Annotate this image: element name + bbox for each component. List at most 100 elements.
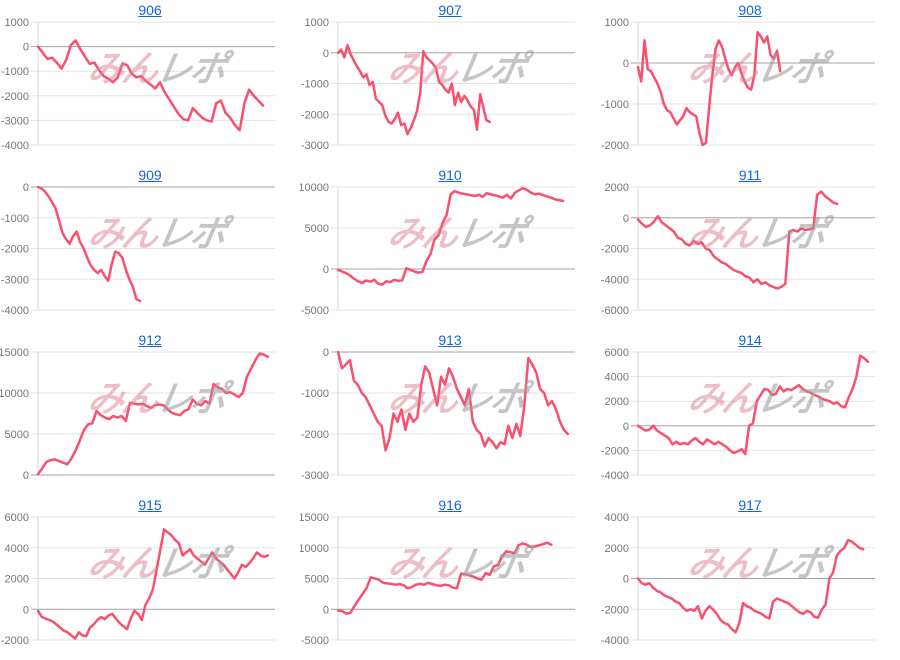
y-tick-label: -4000 (601, 470, 629, 482)
y-tick-label: 0 (323, 48, 329, 60)
chart-title-link[interactable]: 914 (738, 332, 762, 348)
chart-title-link[interactable]: 916 (438, 497, 462, 513)
y-tick-label: 6000 (605, 348, 629, 359)
y-tick-label: 1000 (305, 18, 329, 29)
y-tick-label: -2000 (1, 635, 29, 647)
y-tick-label: 0 (623, 574, 629, 586)
y-tick-label: -1000 (1, 66, 29, 78)
y-tick-label: 15000 (300, 513, 329, 524)
y-tick-label: 0 (23, 470, 29, 482)
plot-area: 0 -1000 -2000 -3000 みんレポ (300, 348, 600, 495)
series-line (36, 39, 265, 132)
chart-title: 911 (600, 165, 900, 183)
chart-cell: 907 1000 0 -1000 -2000 -3000 みんレポ (300, 0, 600, 165)
chart-cell: 913 0 -1000 -2000 -3000 みんレポ (300, 330, 600, 495)
plot-area: 15000 10000 5000 0 みんレポ (0, 348, 300, 495)
chart-title: 909 (0, 165, 300, 183)
y-tick-label: -2000 (1, 91, 29, 103)
chart-title: 917 (600, 495, 900, 513)
chart-title: 910 (300, 165, 600, 183)
y-tick-label: 0 (23, 183, 29, 194)
chart-title: 912 (0, 330, 300, 348)
chart-cell: 916 15000 10000 5000 0 -5000 みんレポ (300, 495, 600, 660)
chart-cell: 906 1000 0 -1000 -2000 -3000 -4000 みんレポ (0, 0, 300, 165)
chart-cell: 909 0 -1000 -2000 -3000 -4000 みんレポ (0, 165, 300, 330)
chart-cell: 908 1000 0 -1000 -2000 みんレポ (600, 0, 900, 165)
chart-title: 915 (0, 495, 300, 513)
sparkline-chart: 0 -1000 -2000 -3000 (301, 348, 575, 482)
y-tick-label: 4000 (5, 543, 29, 555)
y-tick-label: 5000 (5, 429, 29, 441)
chart-title-link[interactable]: 906 (138, 2, 162, 18)
plot-area: 1000 0 -1000 -2000 -3000 -4000 みんレポ (0, 18, 300, 165)
series-line (36, 352, 270, 476)
chart-cell: 912 15000 10000 5000 0 みんレポ (0, 330, 300, 495)
y-tick-label: -5000 (301, 305, 329, 317)
y-tick-label: -2000 (601, 604, 629, 616)
plot-area: 6000 4000 2000 0 -2000 -4000 みんレポ (600, 348, 900, 495)
y-tick-label: 2000 (5, 574, 29, 586)
series-line (636, 31, 782, 147)
y-tick-label: -1000 (301, 388, 329, 400)
y-tick-label: -6000 (601, 305, 629, 317)
chart-title-link[interactable]: 915 (138, 497, 162, 513)
sparkline-chart: 0 -1000 -2000 -3000 -4000 (1, 183, 275, 317)
series-line (636, 538, 865, 634)
plot-area: 6000 4000 2000 0 -2000 みんレポ (0, 513, 300, 660)
y-tick-label: 2000 (605, 396, 629, 408)
y-tick-label: 5000 (305, 574, 329, 586)
y-tick-label: -3000 (301, 470, 329, 482)
y-tick-label: 0 (623, 58, 629, 70)
chart-title-link[interactable]: 911 (738, 167, 762, 183)
chart-title-link[interactable]: 909 (138, 167, 162, 183)
y-tick-label: 0 (23, 604, 29, 616)
y-tick-label: -1000 (301, 79, 329, 91)
y-tick-label: 2000 (605, 543, 629, 555)
chart-title-link[interactable]: 908 (738, 2, 762, 18)
chart-title-link[interactable]: 917 (738, 497, 762, 513)
y-tick-label: -2000 (601, 445, 629, 457)
plot-area: 0 -1000 -2000 -3000 -4000 みんレポ (0, 183, 300, 330)
y-tick-label: -4000 (601, 635, 629, 647)
y-tick-label: -1000 (601, 99, 629, 111)
y-tick-label: -2000 (301, 109, 329, 121)
y-tick-label: 1000 (605, 18, 629, 29)
y-tick-label: 2000 (605, 183, 629, 194)
chart-title: 913 (300, 330, 600, 348)
y-tick-label: 0 (23, 42, 29, 54)
series-line (336, 186, 565, 286)
y-tick-label: -4000 (601, 274, 629, 286)
series-line (336, 43, 491, 136)
chart-cell: 914 6000 4000 2000 0 -2000 -4000 みんレポ (600, 330, 900, 495)
y-tick-label: 5000 (305, 223, 329, 235)
y-tick-label: 0 (323, 348, 329, 359)
y-tick-label: 10000 (0, 388, 29, 400)
sparkline-chart: 6000 4000 2000 0 -2000 (1, 513, 275, 647)
chart-cell: 910 10000 5000 0 -5000 みんレポ (300, 165, 600, 330)
chart-cell: 917 4000 2000 0 -2000 -4000 みんレポ (600, 495, 900, 660)
chart-title-link[interactable]: 910 (438, 167, 462, 183)
chart-title-link[interactable]: 912 (138, 332, 162, 348)
y-tick-label: -2000 (1, 244, 29, 256)
y-tick-label: 0 (323, 604, 329, 616)
plot-area: 1000 0 -1000 -2000 みんレポ (600, 18, 900, 165)
y-tick-label: -1000 (1, 213, 29, 225)
y-tick-label: -4000 (1, 305, 29, 317)
y-tick-label: -2000 (601, 140, 629, 152)
y-tick-label: 10000 (300, 183, 329, 194)
y-tick-label: 1000 (5, 18, 29, 29)
chart-title: 914 (600, 330, 900, 348)
sparkline-chart: 1000 0 -1000 -2000 (601, 18, 875, 152)
sparkline-chart: 2000 0 -2000 -4000 -6000 (601, 183, 875, 317)
y-tick-label: 0 (323, 264, 329, 276)
chart-title-link[interactable]: 907 (438, 2, 462, 18)
sparkline-chart: 1000 0 -1000 -2000 -3000 -4000 (1, 18, 275, 152)
y-tick-label: -2000 (301, 429, 329, 441)
chart-cell: 911 2000 0 -2000 -4000 -6000 みんレポ (600, 165, 900, 330)
chart-cell: 915 6000 4000 2000 0 -2000 みんレポ (0, 495, 300, 660)
y-tick-label: 6000 (5, 513, 29, 524)
chart-title-link[interactable]: 913 (438, 332, 462, 348)
series-line (36, 185, 142, 303)
y-tick-label: 0 (623, 213, 629, 225)
